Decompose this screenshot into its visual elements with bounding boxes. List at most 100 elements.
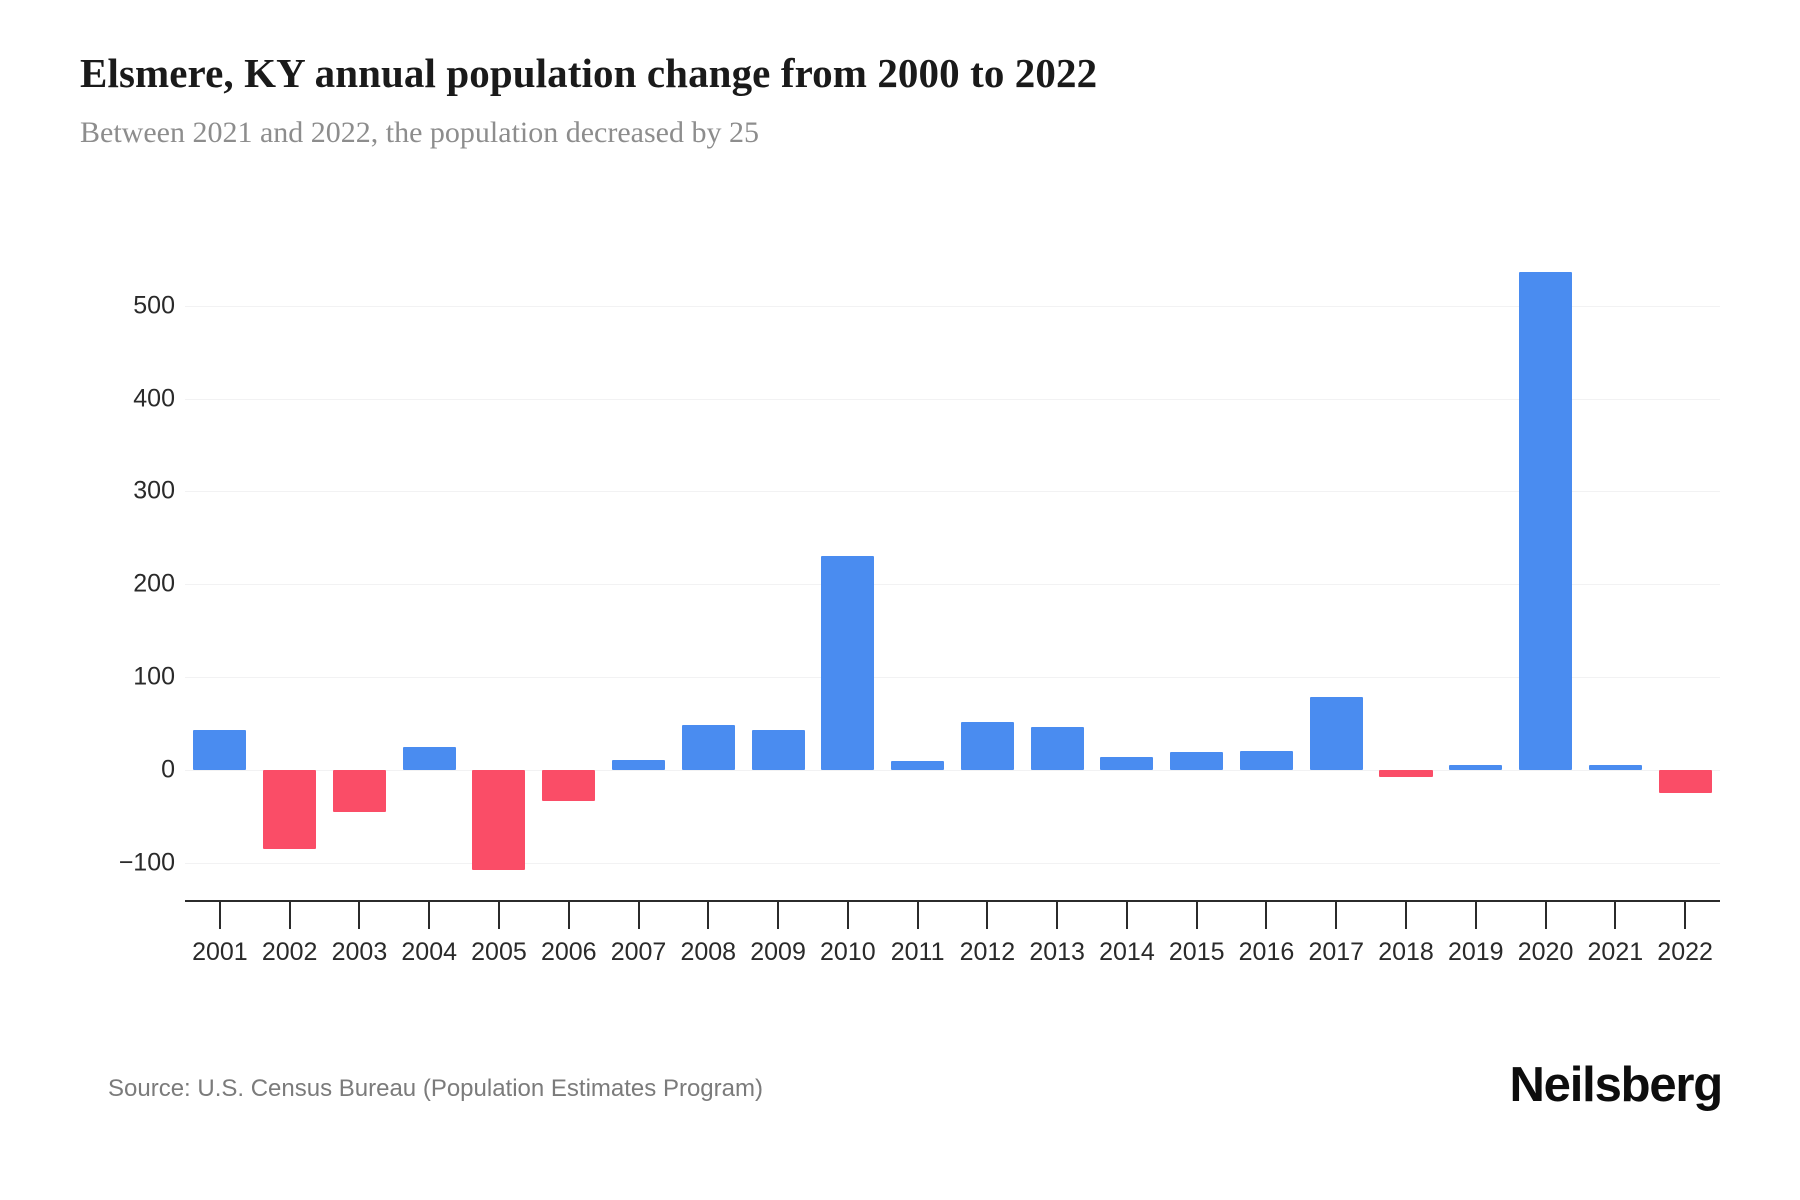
bar-slot [1580,250,1650,900]
x-axis-tick-label: 2002 [261,938,318,966]
bar-slot [185,250,255,900]
gridline [185,398,1720,400]
x-axis-tick [1195,902,1198,929]
x-axis-tick [428,902,431,929]
bar-slot [255,250,325,900]
bar-2012[interactable] [960,721,1014,770]
bar-slot [1441,250,1511,900]
bar-2010[interactable] [821,555,875,770]
gridline [185,677,1720,679]
x-axis-line [185,900,1720,902]
bar-slot [1022,250,1092,900]
bars-group [185,250,1720,900]
bar-2013[interactable] [1030,727,1084,770]
bar-slot [1650,250,1720,900]
bar-slot [813,250,883,900]
x-axis-tick-label: 2004 [401,938,458,966]
bar-slot [883,250,953,900]
bar-2001[interactable] [193,730,247,770]
y-axis-tick-label: 200 [133,569,175,598]
bar-2022[interactable] [1658,770,1712,794]
y-axis-tick-label: 500 [133,291,175,320]
bar-slot [673,250,743,900]
bar-2019[interactable] [1449,765,1503,770]
x-axis-tick-label: 2014 [1099,938,1155,966]
chart-header: Elsmere, KY annual population change fro… [80,48,1720,152]
bar-slot [1232,250,1302,900]
x-axis-tick-label: 2019 [1447,938,1504,966]
gridline [185,584,1720,586]
chart-subtitle: Between 2021 and 2022, the population de… [80,116,759,150]
x-axis-tick [567,902,570,929]
bar-2006[interactable] [542,770,596,801]
x-axis-tick-label: 2003 [331,938,388,966]
bar-2008[interactable] [681,725,735,770]
x-axis-tick [218,902,221,929]
y-axis-tick-label: −100 [118,848,175,877]
x-axis-tick-label: 2016 [1238,938,1295,966]
bar-slot [743,250,813,900]
bar-2003[interactable] [332,770,386,812]
bar-2014[interactable] [1100,757,1154,770]
bar-2009[interactable] [751,730,805,770]
page-title: Elsmere, KY annual population change fro… [80,50,1098,96]
bar-2007[interactable] [611,759,665,770]
gridline [185,305,1720,307]
gridline [185,770,1720,771]
bar-slot [534,250,604,900]
x-axis-tick [1614,902,1617,929]
gridline [185,862,1720,864]
x-axis-tick [1544,902,1547,929]
bar-2017[interactable] [1309,696,1363,770]
x-axis-tick-label: 2010 [820,938,876,966]
plot-canvas: −100 0 100 200 300 400 500 [119,250,1720,900]
x-axis-tick [1125,902,1128,929]
gridline [185,491,1720,493]
x-axis-tick-label: 2021 [1587,938,1644,966]
bar-2018[interactable] [1379,770,1433,778]
x-axis-tick [1335,902,1338,929]
y-axis-tick-label: 400 [133,384,175,413]
bar-2005[interactable] [472,770,526,871]
bar-2020[interactable] [1519,272,1573,770]
y-axis-tick-label: 100 [133,662,175,691]
x-axis-tick [777,902,780,929]
bar-slot [1371,250,1441,900]
bar-slot [464,250,534,900]
bar-slot [1162,250,1232,900]
x-axis-tick [916,902,919,929]
x-axis-tick-label: 2013 [1029,938,1085,966]
x-axis-tick [497,902,500,929]
x-axis-tick-label: 2012 [959,938,1016,966]
x-axis-tick [846,902,849,929]
source-note: Source: U.S. Census Bureau (Population E… [108,1075,763,1102]
bar-2011[interactable] [891,760,945,770]
x-axis-tick [288,902,291,929]
bar-slot [1301,250,1371,900]
bar-slot [604,250,674,900]
x-axis-tick-label: 2009 [750,938,806,966]
bar-2016[interactable] [1239,750,1293,770]
x-axis-tick-label: 2020 [1517,938,1574,966]
bar-2015[interactable] [1170,752,1224,770]
bar-2004[interactable] [402,746,456,770]
x-axis-tick [707,902,710,929]
x-axis-tick [358,902,361,929]
x-axis-tick [1474,902,1477,929]
x-axis-tick-label: 2007 [610,938,667,966]
y-axis-tick-label: 300 [133,476,175,505]
bar-2021[interactable] [1588,765,1642,770]
x-axis-tick-label: 2011 [890,938,945,966]
x-axis-tick [1265,902,1268,929]
x-axis-tick [1056,902,1059,929]
y-axis-tick-label: 0 [161,755,175,784]
x-axis-tick [637,902,640,929]
x-axis-tick [1684,902,1687,929]
bar-2002[interactable] [263,770,317,849]
bar-slot [394,250,464,900]
bar-slot [1511,250,1581,900]
x-axis-tick-label: 2022 [1657,938,1713,966]
bar-slot [325,250,395,900]
